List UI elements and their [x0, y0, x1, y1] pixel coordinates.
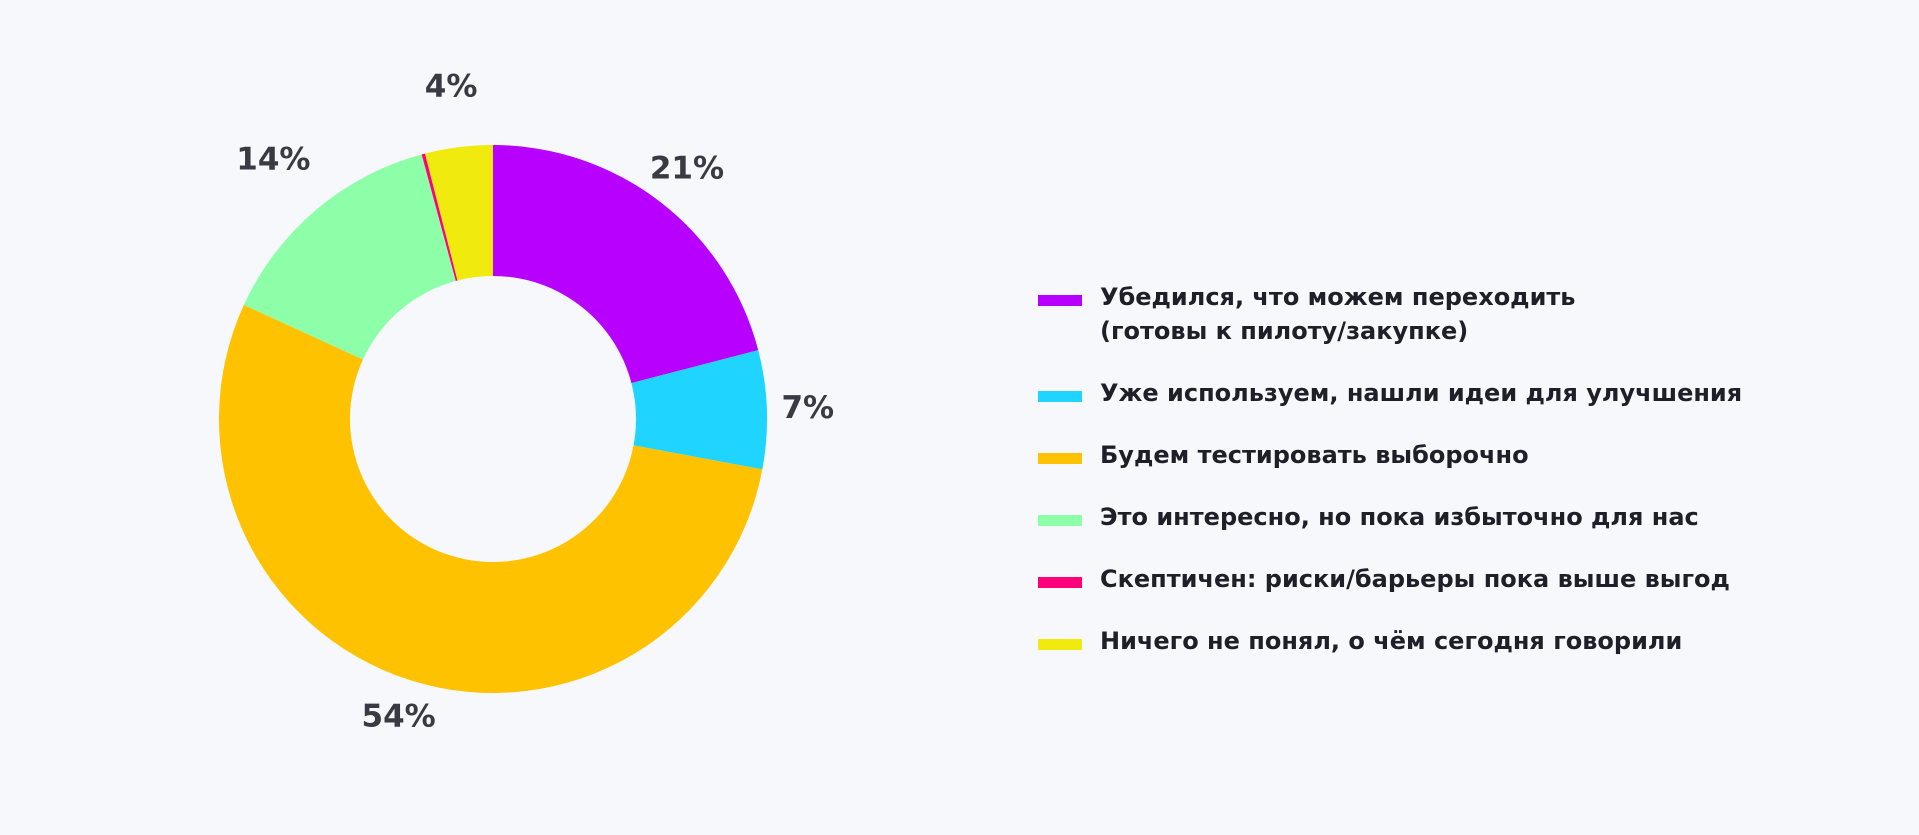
- legend-swatch: [1038, 391, 1082, 402]
- legend-label: Уже используем, нашли идеи для улучшения: [1100, 379, 1743, 407]
- donut-slices: [218, 145, 767, 693]
- legend-item-5: Скептичен: риски/барьеры пока выше выгод: [1038, 562, 1878, 596]
- legend-swatch: [1038, 515, 1082, 526]
- slice-label-6: 4%: [425, 69, 478, 105]
- legend-swatch: [1038, 639, 1082, 650]
- donut-slice-2: [631, 350, 767, 470]
- legend-item-3: Будем тестировать выборочно: [1038, 438, 1878, 472]
- donut-slice-1: [493, 145, 759, 384]
- slice-labels: 21% 7% 54% 14% 4%: [236, 69, 834, 735]
- legend-item-2: Уже используем, нашли идеи для улучшения: [1038, 376, 1878, 410]
- legend-label: Это интересно, но пока избыточно для нас: [1100, 503, 1699, 531]
- slice-label-4: 14%: [236, 141, 310, 177]
- slice-label-1: 21%: [650, 150, 724, 186]
- donut-slice-5: [421, 153, 458, 281]
- donut-slice-3: [218, 304, 763, 693]
- chart-legend: Убедился, что можем переходить (готовы к…: [1038, 280, 1878, 686]
- legend-swatch: [1038, 295, 1082, 306]
- donut-slice-6: [424, 145, 493, 281]
- slice-label-2: 7%: [781, 390, 834, 426]
- legend-swatch: [1038, 453, 1082, 464]
- donut-slice-4: [243, 154, 456, 360]
- legend-label: Скептичен: риски/барьеры пока выше выгод: [1100, 565, 1730, 593]
- legend-label: Ничего не понял, о чём сегодня говорили: [1100, 627, 1683, 655]
- legend-item-1: Убедился, что можем переходить (готовы к…: [1038, 280, 1878, 348]
- slice-label-3: 54%: [362, 698, 436, 734]
- legend-label: Убедился, что можем переходить (готовы к…: [1100, 283, 1576, 345]
- legend-item-4: Это интересно, но пока избыточно для нас: [1038, 500, 1878, 534]
- legend-swatch: [1038, 577, 1082, 588]
- legend-item-6: Ничего не понял, о чём сегодня говорили: [1038, 624, 1878, 658]
- legend-label: Будем тестировать выборочно: [1100, 441, 1529, 469]
